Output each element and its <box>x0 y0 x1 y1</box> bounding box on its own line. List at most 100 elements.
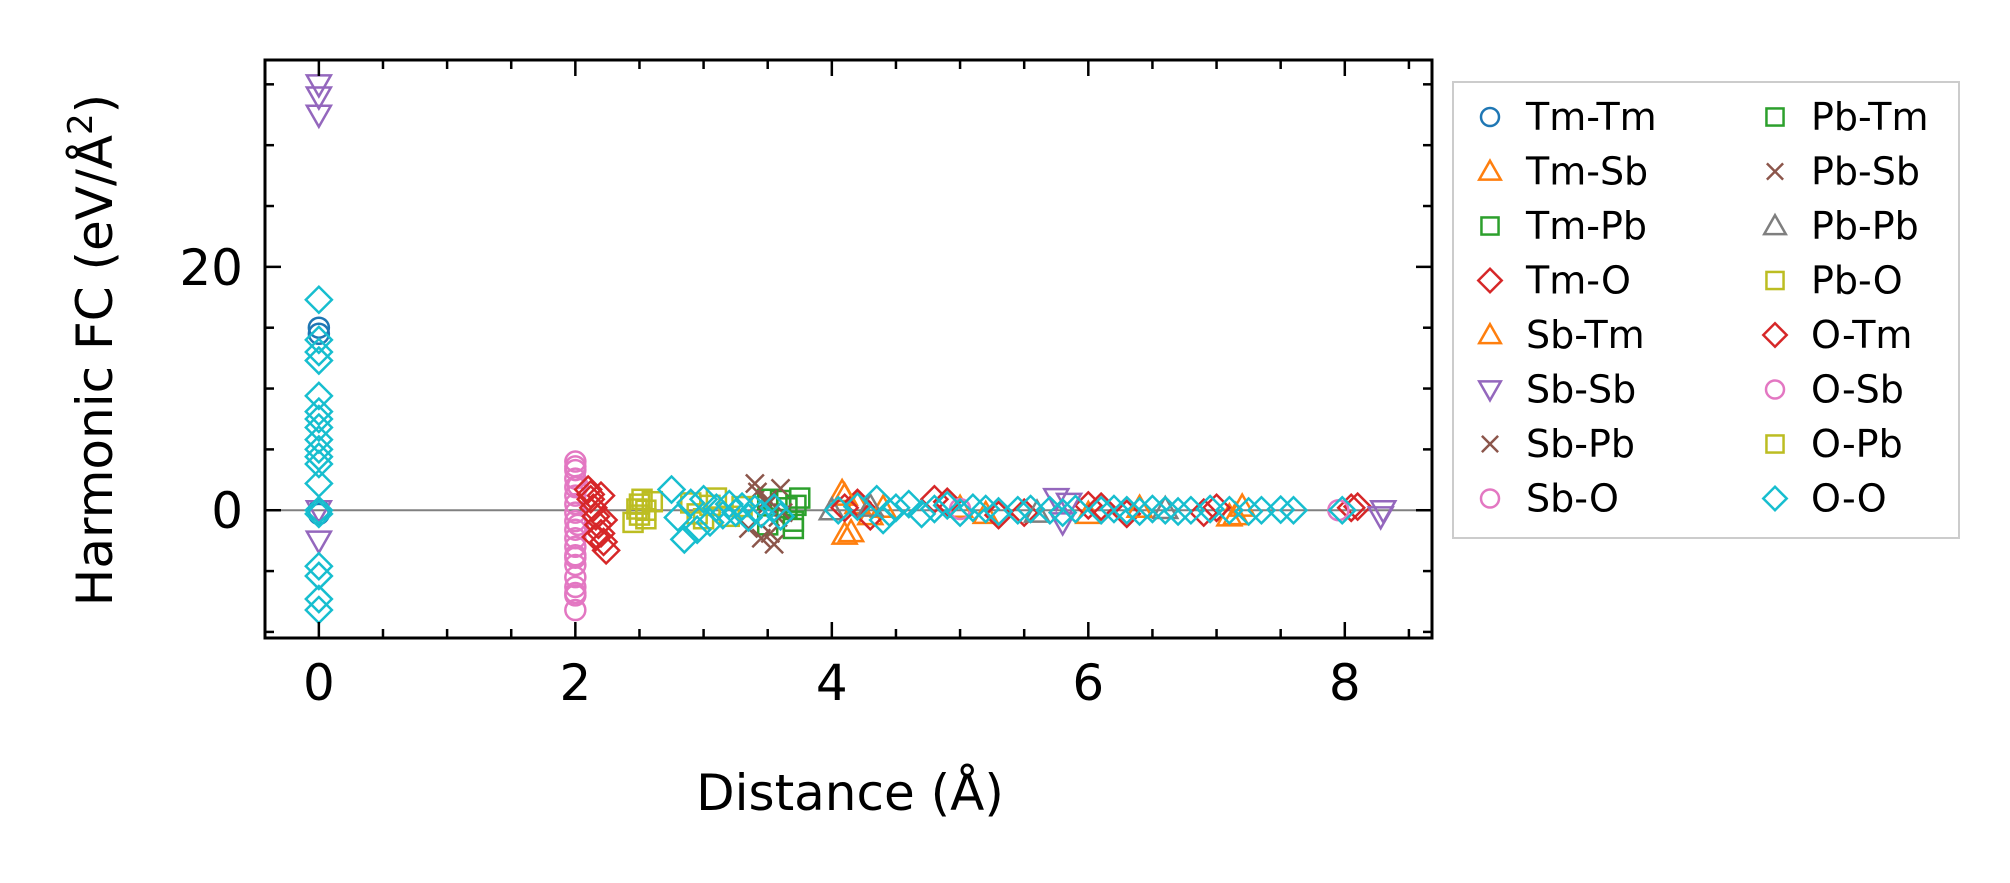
point-o-o <box>1099 494 1129 524</box>
legend-label-pb-sb: Pb-Sb <box>1811 150 1920 194</box>
data-marks <box>304 74 1398 625</box>
point-o-tm <box>573 474 603 505</box>
point-o-o <box>1214 495 1245 525</box>
legend-entry-pb-tm: Pb-Tm <box>1765 95 1929 139</box>
legend-label-o-pb: O-Pb <box>1811 422 1903 466</box>
legend-entry-o-sb: O-Sb <box>1764 368 1904 412</box>
point-o-o <box>1060 494 1091 524</box>
legend-marker-sb-tm <box>1477 321 1503 345</box>
point-o-o <box>304 449 334 479</box>
point-o-tm <box>583 510 614 540</box>
point-o-o <box>919 494 950 524</box>
legend-marker-o-tm <box>1761 321 1789 349</box>
point-o-o <box>304 404 334 434</box>
point-o-o <box>304 412 334 443</box>
legend-label-o-tm: O-Tm <box>1811 313 1912 357</box>
point-o-o <box>932 490 963 521</box>
legend-label-sb-o: Sb-O <box>1526 477 1619 521</box>
point-o-tm <box>581 501 611 532</box>
point-o-o <box>304 396 334 427</box>
point-o-tm <box>591 535 621 566</box>
point-o-o <box>304 434 334 465</box>
y-axis-label: Harmonic FC (eV/Å2) <box>61 94 124 606</box>
legend-entry-pb-sb: Pb-Sb <box>1766 150 1920 194</box>
point-pb-sb <box>760 523 781 544</box>
point-tm-sb <box>830 520 859 545</box>
point-sb-o <box>566 513 590 537</box>
point-o-o <box>906 499 937 529</box>
legend-entry-pb-o: Pb-O <box>1765 259 1903 303</box>
x-tick-label: 6 <box>1072 654 1104 712</box>
point-o-o <box>714 489 745 519</box>
y-axis-label-main: Harmonic FC (eV/Å <box>66 135 124 606</box>
legend-entry-tm-sb: Tm-Sb <box>1477 150 1648 194</box>
legend-label-sb-pb: Sb-Pb <box>1526 422 1635 466</box>
point-sb-o <box>564 553 587 577</box>
legend-entry-o-o: O-O <box>1761 477 1887 521</box>
legend-marker-pb-sb <box>1766 162 1784 181</box>
point-o-sb <box>564 546 587 569</box>
point-sb-sb <box>1366 506 1395 531</box>
legend-label-tm-pb: Tm-Pb <box>1525 204 1647 248</box>
point-o-tm <box>575 484 606 515</box>
legend-entry-sb-tm: Sb-Tm <box>1477 313 1645 357</box>
point-o-tm <box>578 493 609 523</box>
x-tick-label: 8 <box>1329 654 1361 712</box>
point-o-o <box>1047 497 1078 528</box>
point-o-o <box>1163 496 1193 527</box>
point-sb-o <box>564 509 587 533</box>
legend-label-pb-pb: Pb-Pb <box>1811 204 1919 248</box>
point-o-o <box>304 499 334 529</box>
legend-entry-sb-o: Sb-O <box>1479 477 1619 521</box>
legend-entry-tm-pb: Tm-Pb <box>1480 204 1647 248</box>
point-o-tm <box>588 527 619 557</box>
legend-marker-tm-tm <box>1479 106 1501 128</box>
point-pb-sb <box>757 489 778 510</box>
y-axis-label-superscript: 2 <box>61 113 101 135</box>
point-o-o <box>1086 495 1116 525</box>
point-o-o <box>304 495 334 525</box>
legend-marker-o-pb <box>1765 434 1785 454</box>
point-o-o <box>759 493 789 523</box>
legend-entry-tm-tm: Tm-Tm <box>1479 95 1657 139</box>
point-sb-sb <box>1048 512 1077 537</box>
legend-label-o-o: O-O <box>1811 477 1887 521</box>
point-o-o <box>958 493 988 523</box>
point-o-o <box>688 484 719 515</box>
point-o-o <box>1327 495 1357 525</box>
point-o-o <box>970 494 1001 524</box>
point-sb-tm <box>1125 493 1154 519</box>
plot-frame <box>263 58 1434 640</box>
point-o-sb <box>564 455 587 478</box>
legend-label-tm-sb: Tm-Sb <box>1525 150 1648 194</box>
point-o-o <box>1112 495 1142 525</box>
point-o-o <box>682 514 712 545</box>
point-o-o <box>1124 496 1155 527</box>
point-o-o <box>1137 494 1168 524</box>
legend-entry-pb-pb: Pb-Pb <box>1762 204 1919 248</box>
legend-entry-sb-sb: Sb-Sb <box>1477 368 1636 412</box>
point-sb-o <box>564 484 587 507</box>
y-tick-label: 0 <box>211 482 243 540</box>
point-sb-sb <box>304 86 334 112</box>
y-tick-label: 20 <box>179 239 243 297</box>
legend-label-pb-tm: Pb-Tm <box>1811 95 1929 139</box>
point-tm-o <box>932 486 963 517</box>
point-pb-pb <box>856 492 885 517</box>
point-o-o <box>1278 495 1309 525</box>
point-o-o <box>894 489 924 519</box>
point-o-o <box>304 381 334 411</box>
x-tick-label: 4 <box>816 654 848 712</box>
point-o-pb <box>631 488 653 511</box>
legend-entry-tm-o: Tm-O <box>1476 259 1631 303</box>
point-o-tm <box>1086 491 1116 522</box>
legend-entry-o-pb: O-Pb <box>1765 422 1903 466</box>
point-o-o <box>1003 495 1033 525</box>
point-o-tm <box>575 479 606 510</box>
point-o-o <box>733 502 764 533</box>
legend-entry-sb-pb: Sb-Pb <box>1481 422 1635 466</box>
point-sb-sb <box>304 104 334 130</box>
legend-marker-sb-sb <box>1477 380 1503 403</box>
point-o-o <box>1035 495 1065 525</box>
